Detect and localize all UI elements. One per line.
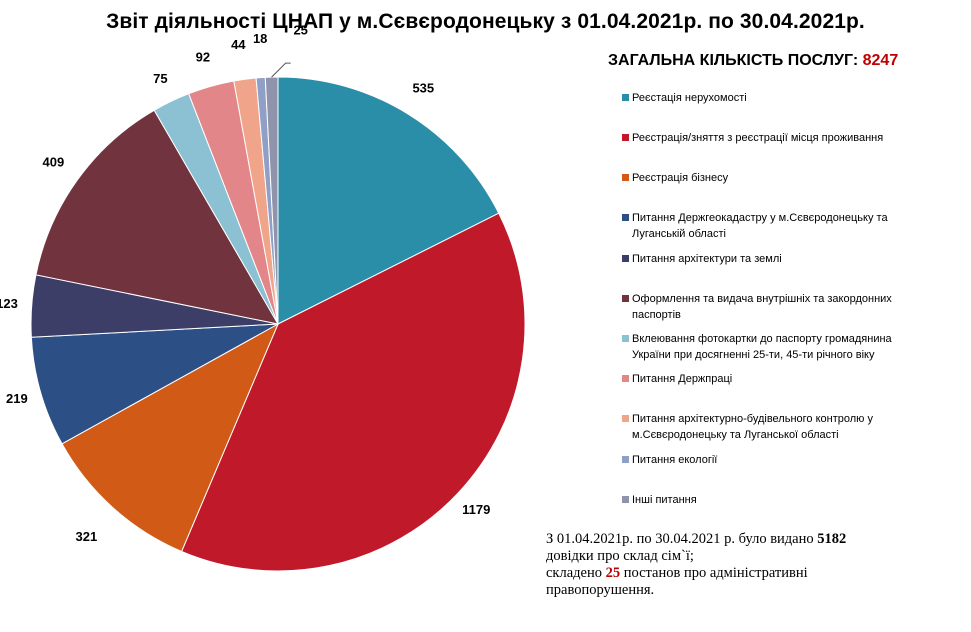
pie-slice-1 [277,76,500,325]
note-line3: складено [546,565,606,581]
note-resolutions-count: 25 [605,565,621,581]
legend-item: Інші питання [622,492,922,508]
legend-item: Питання архітектурно-будівельного контро… [622,411,922,443]
legend-label: Питання Держпраці [632,373,733,385]
legend-swatch [622,415,629,422]
data-label-4: 219 [6,391,28,406]
legend-label: Оформлення та видача внутрішніх та закор… [632,293,892,321]
data-label-6: 409 [43,155,65,170]
legend-label: Вклеювання фотокартки до паспорту громад… [632,333,892,361]
legend-swatch [622,174,629,181]
total-services: ЗАГАЛЬНА КІЛЬКІСТЬ ПОСЛУГ: 8247 [608,52,898,70]
legend-item: Питання Держгеокадастру у м.Сєвєродонець… [622,210,922,242]
total-label: ЗАГАЛЬНА КІЛЬКІСТЬ ПОСЛУГ: [608,52,859,69]
legend-item: Питання архітектури та землі [622,251,922,267]
data-label-8: 92 [196,50,210,65]
legend-label: Питання архітектурно-будівельного контро… [632,413,873,441]
legend-swatch [622,214,629,221]
data-label-5: 123 [0,296,18,311]
pie-slice-4 [30,323,279,445]
note-line1: З 01.04.2021р. по 30.04.2021 р. було вид… [546,531,818,547]
legend-swatch [622,456,629,463]
legend-item: Оформлення та видача внутрішніх та закор… [622,291,922,323]
pie-slice-2 [180,212,526,572]
legend-label: Реєстрація/зняття з реєстрації місця про… [632,132,884,144]
leader-line [271,62,291,78]
data-label-1: 535 [412,81,434,96]
data-label-3: 321 [76,529,98,544]
data-label-2: 1179 [462,502,490,517]
data-label-11: 25 [293,23,307,38]
note-line2: довідки про склад сім`ї; [546,548,694,564]
legend-label: Питання екології [632,454,718,466]
legend-swatch [622,295,629,302]
summary-note: З 01.04.2021р. по 30.04.2021 р. було вид… [546,531,966,599]
legend-item: Питання екології [622,452,922,468]
data-label-7: 75 [153,71,167,86]
legend-item: Реєстрація/зняття з реєстрації місця про… [622,130,922,146]
legend-label: Реєстація нерухомості [632,92,747,104]
total-value: 8247 [862,52,899,69]
legend-swatch [622,134,629,141]
legend-swatch [622,375,629,382]
legend-label: Питання архітектури та землі [632,253,782,265]
legend-swatch [622,94,629,101]
legend-item: Питання Держпраці [622,371,922,387]
legend-item: Вклеювання фотокартки до паспорту громад… [622,331,932,363]
note-line4: правопорушення. [546,582,655,598]
note-line3-end: постанов про адміністративні [620,565,808,581]
legend-label: Інші питання [632,494,697,506]
data-label-9: 44 [231,37,246,52]
data-label-10: 18 [253,31,267,46]
pie-slice-3 [61,322,280,553]
legend-label: Питання Держгеокадастру у м.Сєвєродонець… [632,212,888,240]
legend-swatch [622,496,629,503]
legend-item: Реєстація нерухомості [622,90,922,106]
legend-label: Реєстрація бізнесу [632,172,729,184]
pie-slice-6 [35,109,279,325]
legend-swatch [622,335,629,342]
note-certificates-count: 5182 [817,531,847,547]
chart-title: Звіт діяльності ЦНАП у м.Сєвєродонецьку … [106,10,865,33]
legend-item: Реєстрація бізнесу [622,170,922,186]
legend-swatch [622,255,629,262]
